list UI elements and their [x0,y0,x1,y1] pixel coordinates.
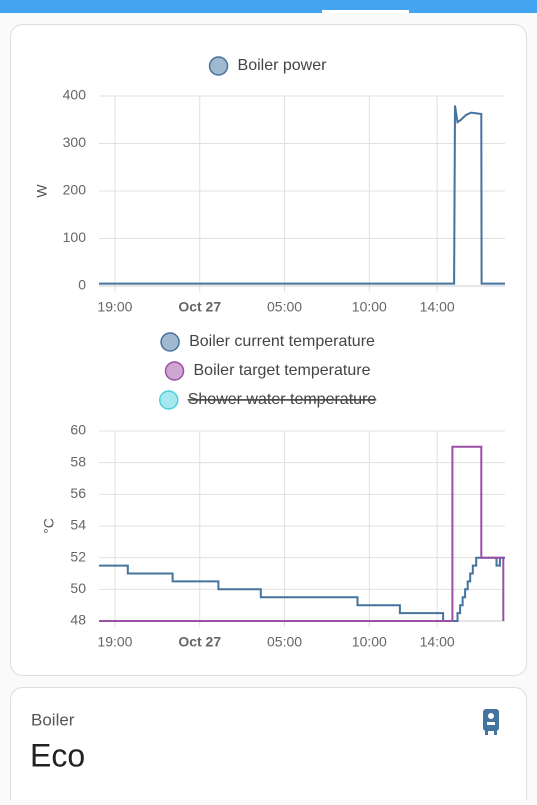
x-tick-label: 05:00 [267,299,302,315]
y-tick-label: 300 [63,134,87,150]
legend-swatch [158,390,179,410]
tile-state: Eco [30,737,85,773]
legend-label[interactable]: Boiler target temperature [194,362,371,379]
y-tick-label: 56 [70,485,86,501]
tab-indicator [322,10,409,13]
y-tick-label: 60 [70,422,86,438]
legend-swatch [208,56,229,76]
y-tick-label: 400 [63,87,87,103]
y-tick-label: 200 [63,182,87,198]
y-axis-label: W [34,184,50,198]
x-tick-label: 19:00 [97,634,132,650]
x-tick-label: 05:00 [267,634,302,650]
tile-card[interactable] [10,687,527,805]
x-tick-label: Oct 27 [178,634,221,650]
y-tick-label: 54 [70,517,86,533]
legend-label[interactable]: Shower water temperature [188,391,377,408]
x-tick-label: 14:00 [420,299,455,315]
y-axis-label: °C [41,518,57,534]
legend-label[interactable]: Boiler power [238,57,328,74]
history-card [10,24,527,676]
legend-swatch [160,332,180,352]
y-tick-label: 0 [78,277,86,293]
y-tick-label: 58 [70,453,86,469]
y-tick-label: 52 [70,548,86,564]
series-line [99,445,505,622]
x-tick-label: 10:00 [352,299,387,315]
tile-name: Boiler [31,710,75,729]
y-tick-label: 48 [70,612,86,628]
legend-label[interactable]: Boiler current temperature [189,333,375,350]
x-tick-label: 14:00 [420,634,455,650]
x-tick-label: Oct 27 [178,299,221,315]
series-line [99,105,505,285]
x-tick-label: 10:00 [352,634,387,650]
series-line [99,556,505,622]
y-tick-label: 100 [63,229,87,245]
x-tick-label: 19:00 [97,299,132,315]
boiler-icon[interactable] [483,709,499,735]
top-bar [0,0,537,13]
legend-swatch [164,361,185,381]
y-tick-label: 50 [70,580,86,596]
